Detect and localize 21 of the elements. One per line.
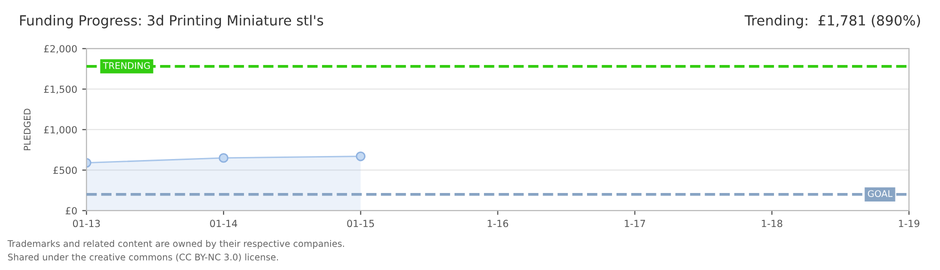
ref-line-label: GOAL bbox=[868, 190, 892, 198]
y-tick-label: £500 bbox=[53, 166, 77, 174]
y-tick-label: £1,500 bbox=[44, 86, 77, 94]
x-tick-label: 1-16 bbox=[488, 220, 508, 228]
x-tick-label: 01-15 bbox=[347, 220, 374, 228]
x-tick-label: 01-14 bbox=[210, 220, 238, 228]
chart-title: Funding Progress: 3d Printing Miniature stl's bbox=[20, 14, 324, 28]
y-tick-label: £0 bbox=[66, 207, 77, 214]
text: Shared under the creative commons (CC BY-NC 3.0) license. bbox=[8, 253, 278, 262]
y-tick-label: £2,000 bbox=[44, 45, 77, 54]
ref-line-label: TRENDING bbox=[102, 62, 150, 69]
point bbox=[218, 153, 228, 163]
text: Trademarks and related content are owned by their respective companies. bbox=[7, 240, 344, 249]
text: Trending: £1,781 (890%) bbox=[744, 14, 920, 28]
point bbox=[356, 151, 366, 162]
x-tick-label: 01-13 bbox=[72, 220, 100, 228]
y-axis-title: PLEDGED bbox=[24, 108, 31, 150]
y-tick-label: £1,000 bbox=[44, 126, 77, 134]
x-tick-label: 1-18 bbox=[762, 220, 782, 228]
x-tick-label: 1-19 bbox=[899, 220, 920, 228]
x-tick-label: 1-17 bbox=[624, 220, 646, 228]
